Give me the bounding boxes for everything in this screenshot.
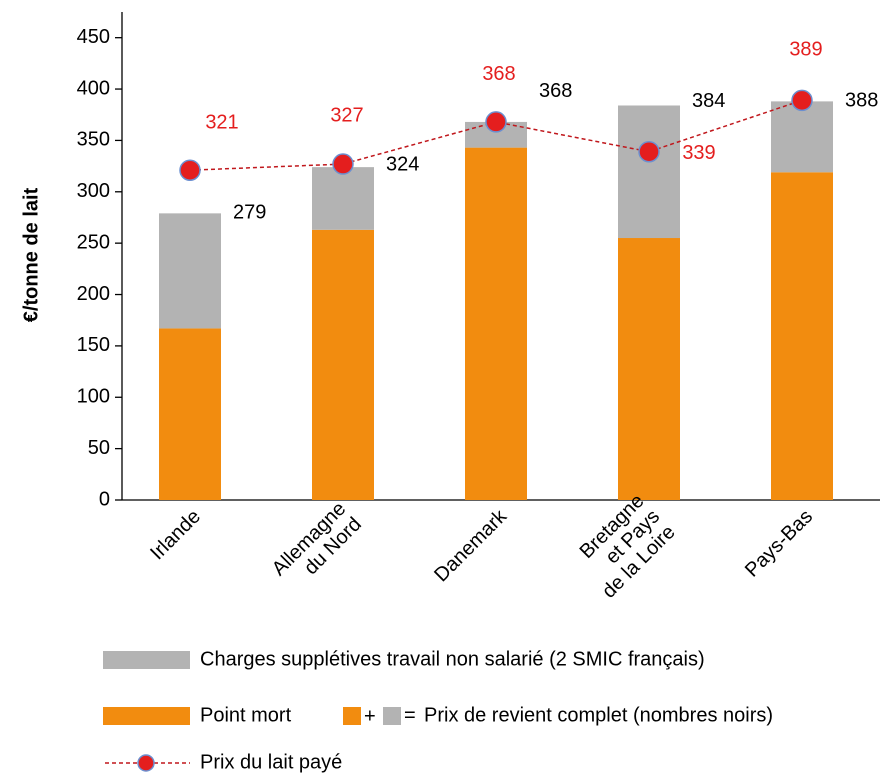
legend-swatch (103, 651, 190, 669)
x-tick-label-line: Irlande (146, 506, 205, 565)
x-tick-label: Irlande (146, 506, 205, 565)
y-tick-label: 300 (77, 180, 110, 202)
legend-marker (137, 754, 155, 772)
price-point (485, 111, 507, 133)
y-tick-label: 250 (77, 231, 110, 253)
legend-symbol: + (364, 705, 376, 727)
price-label: 327 (330, 104, 363, 126)
legend-swatch (103, 707, 190, 725)
price-point (638, 140, 660, 163)
price-point (179, 159, 201, 181)
y-tick-label: 100 (77, 386, 110, 408)
price-label: 368 (482, 63, 515, 85)
y-tick-label: 400 (77, 77, 110, 99)
y-tick-label: 200 (77, 283, 110, 305)
legend-swatch (343, 707, 361, 725)
legend-label: Prix du lait payé (200, 751, 342, 773)
x-tick-label: Allemagnedu Nord (268, 498, 366, 596)
bar-segment (159, 213, 221, 329)
price-label: 339 (682, 142, 715, 164)
price-point (332, 153, 354, 175)
bar-segment (771, 172, 833, 500)
bar-segment (771, 101, 833, 173)
total-label: 388 (845, 90, 878, 112)
total-label: 384 (692, 90, 725, 112)
x-tick-label: Danemark (430, 505, 511, 586)
legend-swatch (383, 707, 401, 725)
bar-segment (312, 167, 374, 230)
x-tick-label-line: Pays-Bas (741, 506, 817, 582)
price-point (791, 89, 813, 112)
y-tick-label: 450 (77, 26, 110, 48)
bar-segment (618, 105, 680, 239)
y-tick-label: 50 (88, 437, 110, 459)
y-tick-label: 150 (77, 334, 110, 356)
price-label: 321 (205, 111, 238, 133)
y-tick-label: 0 (99, 488, 110, 510)
bar-segment (159, 328, 221, 500)
price-label: 389 (789, 39, 822, 61)
legend-label: Charges supplétives travail non salarié … (200, 648, 705, 670)
y-axis-label: €/tonne de lait (20, 187, 42, 322)
legend-label: Prix de revient complet (nombres noirs) (424, 704, 773, 726)
y-tick-label: 350 (77, 129, 110, 151)
bar-segment (465, 147, 527, 501)
legend-symbol: = (404, 704, 416, 726)
x-tick-label: Pays-Bas (741, 506, 817, 582)
bar-segment (312, 229, 374, 500)
total-label: 324 (386, 153, 419, 175)
bar-segment (618, 238, 680, 500)
x-tick-label-line: Danemark (430, 505, 511, 586)
total-label: 279 (233, 202, 266, 224)
x-tick-label: Bretagneet Paysde la Loire (567, 490, 680, 603)
total-label: 368 (539, 80, 572, 102)
legend-label: Point mort (200, 704, 292, 726)
